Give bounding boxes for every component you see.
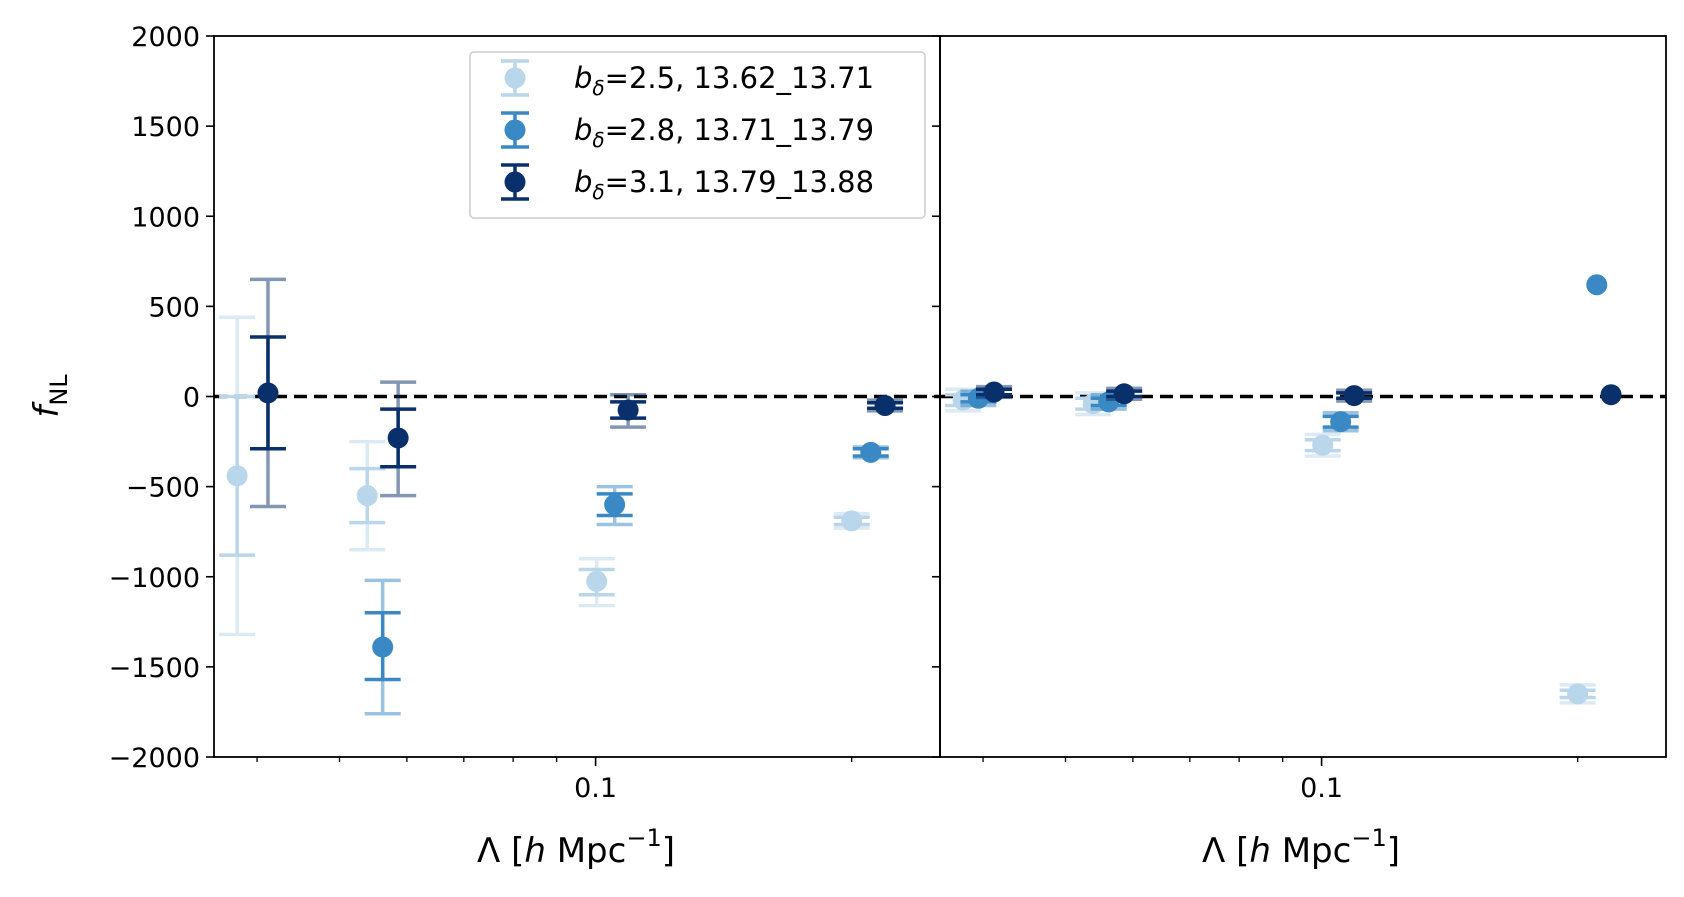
- x-axis-label-main: Λ [: [1202, 831, 1249, 871]
- legend-marker-1: [501, 59, 529, 97]
- data-point: [586, 570, 608, 592]
- plot-layer: 2000 1500 1000 500 0 −500 −1000 −1500 −2000 0.1 0.…: [109, 22, 1667, 804]
- series-3: [249, 277, 904, 509]
- svg-text:Λ [h Mpc−1]: Λ [h Mpc−1]: [477, 824, 675, 871]
- series-3: [975, 381, 1622, 407]
- data-point: [983, 381, 1005, 403]
- x-axis-label-left: Λ [h Mpc−1]: [477, 824, 675, 871]
- y-tick-label: 1500: [131, 112, 200, 143]
- data-point: [1312, 434, 1334, 456]
- y-tick-label: 2000: [131, 22, 200, 53]
- y-tick-label: −500: [126, 473, 200, 504]
- axes-frame: [939, 35, 1667, 758]
- legend-point: [504, 171, 526, 193]
- legend-point: [504, 119, 526, 141]
- series-1: [219, 315, 870, 637]
- y-tick-label: 500: [148, 292, 200, 323]
- data-point: [617, 399, 639, 421]
- data-point: [1567, 683, 1589, 705]
- data-point: [860, 441, 882, 463]
- legend-point: [504, 67, 526, 89]
- y-tick-label: −1500: [109, 653, 200, 684]
- x-axis-label-unit: Mpc: [1271, 831, 1351, 871]
- svg-text:Λ [h Mpc−1]: Λ [h Mpc−1]: [1202, 824, 1400, 871]
- data-point: [604, 494, 626, 516]
- x-tick-label: 0.1: [574, 773, 617, 804]
- data-point: [1600, 384, 1622, 406]
- y-axis-label: fNL: [27, 374, 73, 418]
- x-axis-label-exp: −1: [1351, 824, 1386, 852]
- y-tick-label: 1000: [131, 202, 200, 233]
- x-axis-label-close: ]: [662, 831, 675, 871]
- panel-right: 0.1: [932, 35, 1667, 804]
- data-point: [257, 382, 279, 404]
- data-point: [874, 395, 896, 417]
- legend: bδ=2.5, 13.62_13.71 bδ=2.8, 13.71_13.79 …: [469, 51, 926, 219]
- y-tick-label: 0: [183, 383, 200, 414]
- x-axis-label-right: Λ [h Mpc−1]: [1202, 824, 1400, 871]
- x-axis-label-main: Λ [: [477, 831, 524, 871]
- y-tick-label: −1000: [109, 563, 200, 594]
- x-axis-label-close: ]: [1387, 831, 1400, 871]
- y-tick-label: −2000: [109, 743, 200, 774]
- data-point: [226, 465, 248, 487]
- series-1: [945, 387, 1596, 705]
- series-2: [364, 441, 889, 716]
- series-2: [960, 274, 1608, 433]
- legend-frame: [469, 51, 926, 219]
- y-axis-label-sub: NL: [45, 374, 73, 406]
- x-axis-label-exp: −1: [626, 824, 661, 852]
- legend-marker-2: [501, 111, 529, 149]
- data-point: [356, 485, 378, 507]
- data-point: [387, 427, 409, 449]
- x-tick-label: 0.1: [1300, 773, 1343, 804]
- x-axis-label-unit: Mpc: [546, 831, 626, 871]
- data-point: [841, 510, 863, 532]
- legend-marker-3: [501, 163, 529, 201]
- data-point: [1586, 274, 1608, 296]
- data-point: [1113, 383, 1135, 405]
- legend-markers: [501, 59, 529, 201]
- legend-entry-2: bδ=2.8, 13.71_13.79: [574, 113, 874, 152]
- x-axis-label-italic: h: [524, 831, 546, 871]
- data-point: [372, 636, 394, 658]
- svg-text:fNL: fNL: [27, 374, 73, 418]
- x-axis-label-italic: h: [1249, 831, 1271, 871]
- legend-entry-1: bδ=2.5, 13.62_13.71: [574, 61, 874, 100]
- legend-entry-3: bδ=3.1, 13.79_13.88: [574, 165, 874, 204]
- data-point: [1343, 385, 1365, 407]
- data-point: [1330, 411, 1352, 433]
